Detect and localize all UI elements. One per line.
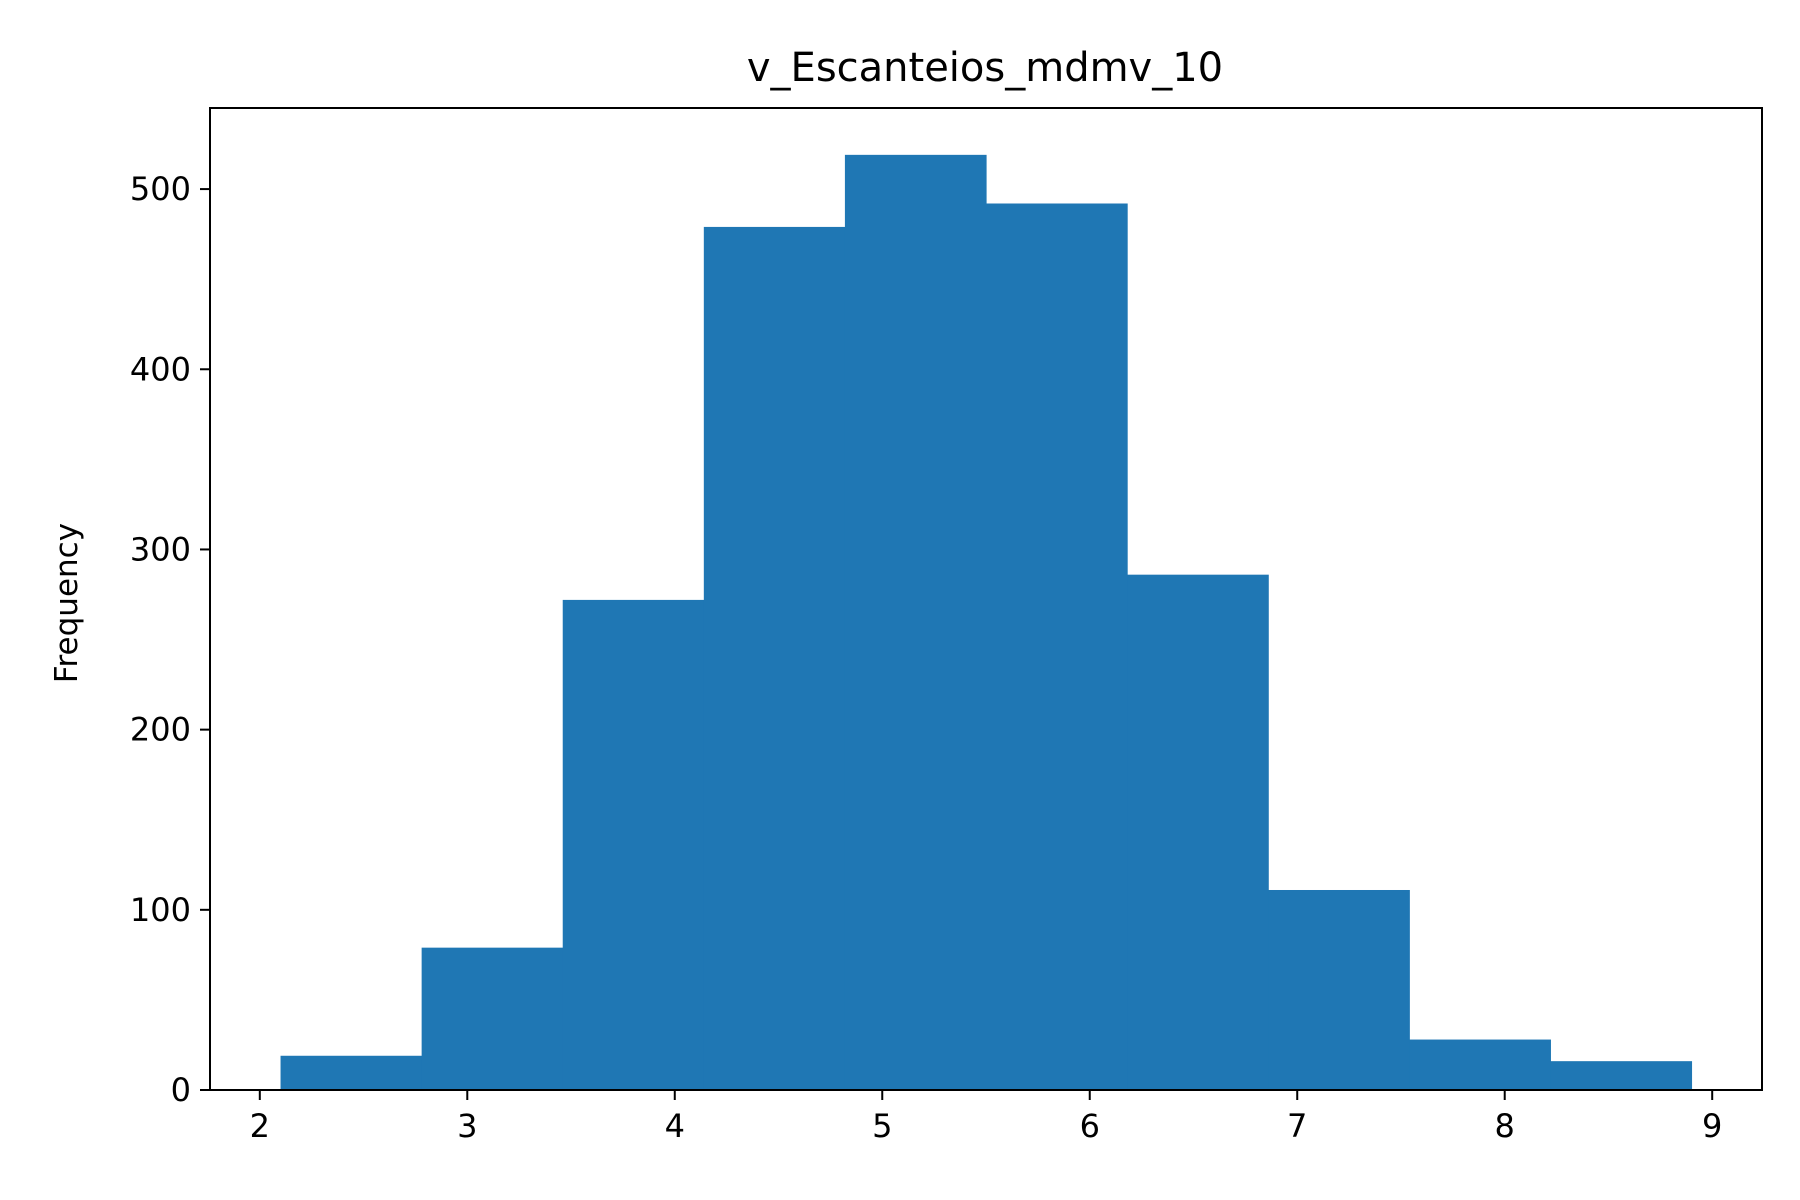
y-tick-label: 0 [171,1071,191,1109]
histogram-bar [562,599,705,1090]
chart-title: v_Escanteios_mdmv_10 [747,45,1223,91]
y-tick-label: 100 [130,891,191,929]
y-tick-label: 300 [130,530,191,568]
x-tick-label: 6 [1080,1107,1100,1145]
y-tick-label: 200 [130,711,191,749]
histogram-bar [1127,574,1269,1090]
x-tick-label: 3 [457,1107,477,1145]
ticks-layer: 2 3 4 5 6 7 8 9 0 100 200 300 400 500 [130,170,1722,1145]
histogram-bar [844,154,987,1090]
x-tick-label: 7 [1287,1107,1307,1145]
histogram-bar [1268,889,1410,1090]
histogram-bar [1550,1061,1693,1090]
bars-layer [280,154,1693,1091]
y-axis-label: Frequency [49,523,85,683]
x-tick-label: 9 [1702,1107,1722,1145]
y-tick-label: 500 [130,170,191,208]
histogram-bar [280,1055,423,1090]
x-tick-label: 8 [1495,1107,1515,1145]
histogram-bar [986,203,1128,1090]
histogram-bar [703,226,846,1091]
x-tick-label: 2 [250,1107,270,1145]
x-tick-label: 4 [665,1107,685,1145]
plot-frame [209,107,1763,1091]
histogram-bar [421,947,564,1090]
histogram-bar [1409,1039,1551,1090]
y-tick-label: 400 [130,350,191,388]
x-tick-label: 5 [872,1107,892,1145]
